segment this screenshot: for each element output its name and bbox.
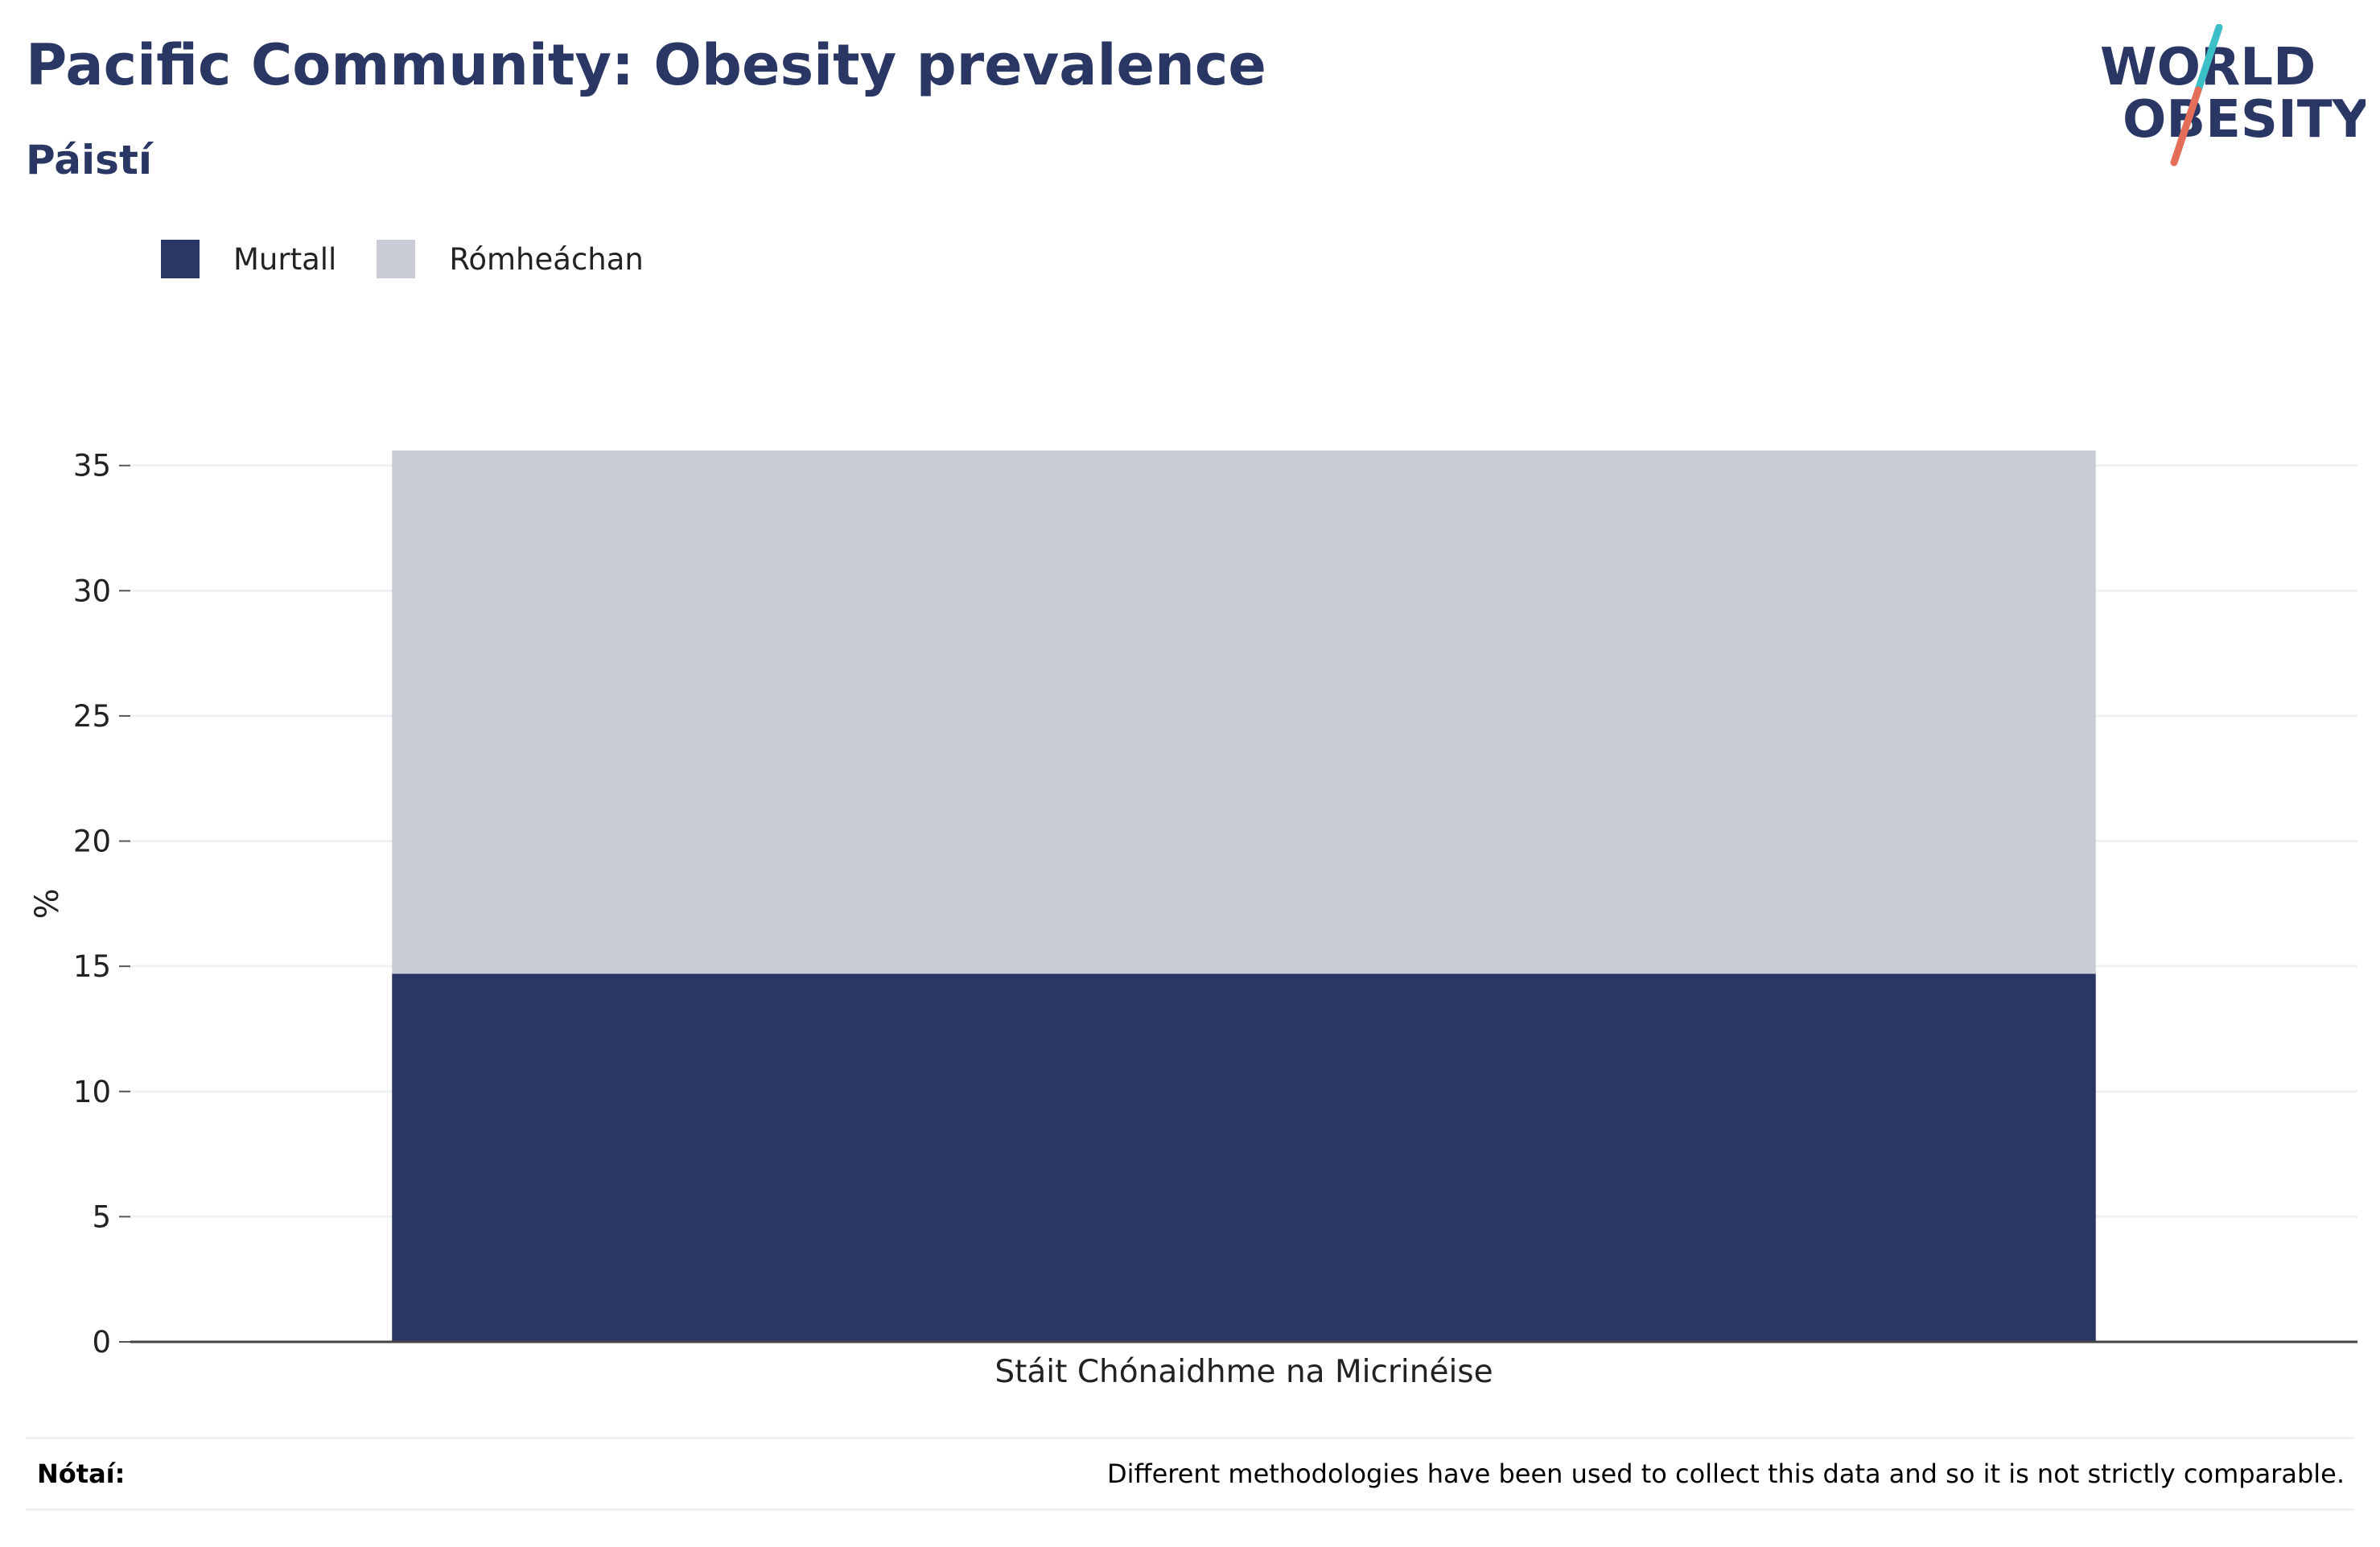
- logo-slash-bottom: [2170, 86, 2202, 167]
- legend-item-murtall[interactable]: Murtall: [161, 240, 336, 278]
- legend-label-romheachan: Rómheáchan: [449, 241, 644, 277]
- bar-r-mhe-chan-0[interactable]: [392, 451, 2096, 974]
- legend-swatch-murtall: [161, 240, 200, 278]
- y-tick-label: 20: [73, 825, 111, 859]
- legend-item-romheachan[interactable]: Rómheáchan: [377, 240, 644, 278]
- y-tick-label: 10: [73, 1075, 111, 1109]
- world-obesity-logo: WORLD OBESITY: [2100, 24, 2366, 167]
- legend-label-murtall: Murtall: [233, 241, 337, 277]
- logo-slash-top: [2194, 24, 2223, 94]
- chart-title: Pacific Community: Obesity prevalence: [26, 32, 1266, 98]
- y-tick-label: 15: [73, 949, 111, 984]
- chart-subtitle: Páistí: [26, 137, 152, 183]
- y-axis-label: %: [29, 888, 66, 919]
- chart-legend: Murtall Rómheáchan: [161, 238, 684, 280]
- logo-text-obesity: OBESITY: [2123, 90, 2366, 150]
- y-tick-label: 30: [73, 574, 111, 608]
- bar-murtall-0[interactable]: [392, 973, 2096, 1342]
- y-tick-label: 5: [92, 1199, 111, 1234]
- notes-bar: Nótaí: Different methodologies have been…: [26, 1437, 2354, 1511]
- x-tick-label: Stáit Chónaidhme na Micrinéise: [994, 1354, 1493, 1390]
- y-tick-label: 35: [73, 449, 111, 483]
- y-tick-label: 25: [73, 699, 111, 734]
- y-tick-label: 0: [92, 1325, 111, 1360]
- notes-label: Nótaí:: [37, 1459, 126, 1489]
- notes-text: Different methodologies have been used t…: [1107, 1459, 2345, 1489]
- legend-swatch-romheachan: [377, 240, 416, 278]
